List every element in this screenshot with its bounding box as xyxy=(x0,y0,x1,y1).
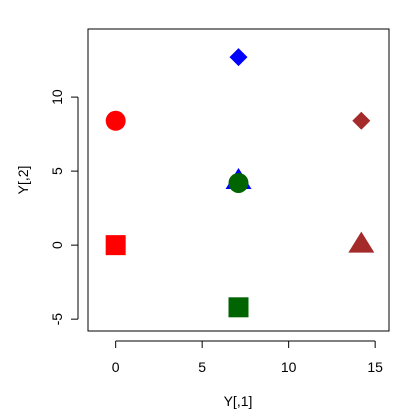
x-axis-label: Y[,1] xyxy=(224,393,253,409)
x-tick-label: 15 xyxy=(367,359,383,375)
x-tick-label: 5 xyxy=(198,359,206,375)
plot-box xyxy=(87,28,390,332)
point-circle xyxy=(105,110,126,131)
x-tick-label: 10 xyxy=(281,359,297,375)
y-axis: -5 0 5 10 xyxy=(49,89,79,326)
point-diamond xyxy=(352,111,371,130)
point-diamond xyxy=(229,48,248,67)
point-triangle xyxy=(348,231,375,253)
x-axis: 0 5 10 15 xyxy=(112,340,383,375)
point-circle xyxy=(228,172,249,193)
point-square xyxy=(105,235,126,256)
y-tick-label: 5 xyxy=(49,167,65,175)
y-tick-label: 0 xyxy=(49,241,65,249)
x-tick-label: 0 xyxy=(112,359,120,375)
y-axis-label: Y[,2] xyxy=(15,166,31,195)
points-layer xyxy=(105,48,375,318)
y-tick-label: 10 xyxy=(49,89,65,105)
y-tick-label: -5 xyxy=(49,313,65,326)
point-square xyxy=(228,297,249,318)
